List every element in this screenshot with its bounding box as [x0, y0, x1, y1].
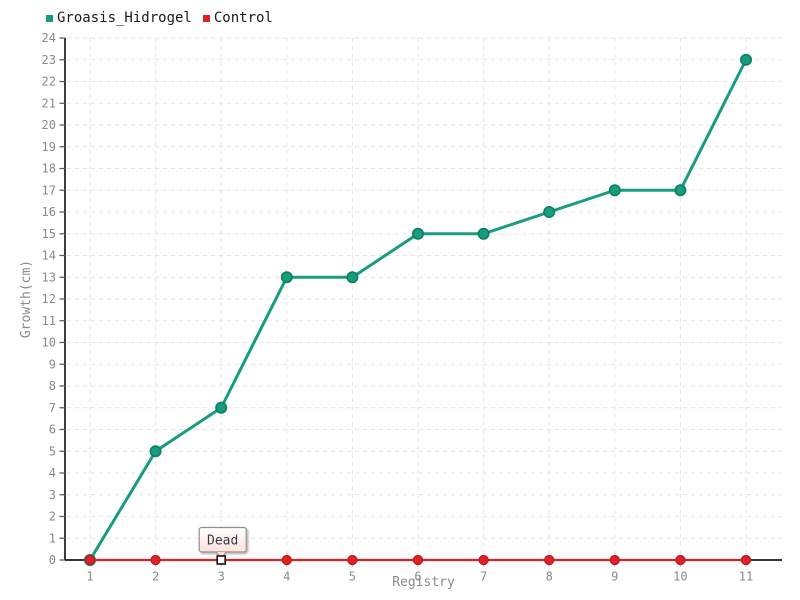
annotation-dead: Dead — [198, 526, 247, 565]
x-tick-label: 1 — [86, 569, 93, 583]
groasis-data-point[interactable] — [477, 227, 490, 240]
control-data-point[interactable] — [84, 554, 96, 566]
y-tick-label: 16 — [42, 205, 56, 219]
y-tick-label: 13 — [42, 270, 56, 284]
y-tick-label: 14 — [42, 249, 56, 263]
y-tick-label: 3 — [49, 488, 56, 502]
legend-label-control: Control — [213, 10, 273, 26]
control-data-point[interactable] — [150, 554, 161, 566]
legend-item-control[interactable]: Control — [202, 10, 273, 26]
x-tick-label: 2 — [152, 569, 159, 583]
control-data-point[interactable] — [412, 554, 424, 566]
y-tick-label: 22 — [42, 75, 56, 89]
control-data-point[interactable] — [478, 554, 489, 566]
legend-swatch-control-icon — [202, 14, 210, 22]
y-tick-label: 23 — [42, 53, 56, 67]
groasis-data-point[interactable] — [280, 271, 293, 284]
x-tick-label: 9 — [611, 569, 618, 583]
groasis-data-point[interactable] — [543, 206, 556, 219]
y-tick-label: 6 — [49, 423, 56, 437]
groasis-data-point[interactable] — [346, 271, 359, 284]
x-tick-label: 7 — [480, 569, 487, 583]
gridlines — [67, 37, 782, 560]
x-tick-label: 11 — [739, 569, 753, 583]
legend-label-groasis: Groasis_Hidrogel — [57, 10, 192, 26]
y-tick-label: 1 — [49, 531, 56, 545]
groasis-data-point[interactable] — [608, 184, 621, 197]
x-tick-label: 10 — [673, 569, 687, 583]
legend-swatch-groasis-icon — [46, 14, 53, 22]
y-tick-label: 5 — [49, 444, 56, 458]
x-tick-label: 3 — [218, 569, 225, 583]
y-axis-title: Growth(cm) — [19, 260, 34, 338]
y-tick-label: 7 — [49, 401, 56, 415]
x-tick-label: 4 — [283, 569, 290, 583]
y-tick-label: 15 — [42, 227, 56, 241]
control-data-point[interactable] — [609, 554, 620, 566]
y-tick-label: 20 — [42, 118, 56, 132]
control-data-point[interactable] — [675, 554, 686, 566]
y-tick-label: 0 — [49, 553, 56, 567]
y-tick-label: 21 — [42, 96, 56, 110]
series-groasis-hidrogel — [84, 53, 752, 566]
control-data-point[interactable] — [544, 554, 555, 566]
y-tick-label: 2 — [49, 510, 56, 524]
groasis-data-point[interactable] — [739, 53, 752, 66]
legend: Groasis_Hidrogel Control — [46, 10, 273, 26]
series-control — [84, 554, 752, 566]
y-tick-label: 12 — [42, 292, 56, 306]
x-tick-label: 5 — [349, 569, 356, 583]
y-tick-label: 11 — [42, 314, 56, 328]
tooltip-text: Dead — [207, 534, 238, 549]
selected-point-marker[interactable] — [216, 555, 226, 565]
y-tick-label: 19 — [42, 140, 56, 154]
y-tick-label: 8 — [49, 379, 56, 393]
control-data-point[interactable] — [740, 554, 752, 566]
y-tick-label: 18 — [42, 162, 56, 176]
y-tick-label: 10 — [42, 336, 56, 350]
control-data-point[interactable] — [347, 554, 358, 566]
x-tick-label: 6 — [414, 569, 421, 583]
y-tick-label: 17 — [42, 183, 56, 197]
groasis-data-point[interactable] — [215, 401, 228, 414]
y-tick-label: 24 — [42, 31, 56, 45]
control-data-point[interactable] — [281, 554, 292, 566]
x-axis-title: Registry — [392, 575, 455, 590]
x-tick-label: 8 — [546, 569, 553, 583]
y-tick-label: 4 — [49, 466, 56, 480]
groasis-data-point[interactable] — [411, 227, 424, 240]
legend-item-groasis-hidrogel[interactable]: Groasis_Hidrogel — [46, 10, 192, 26]
groasis-data-point[interactable] — [149, 445, 162, 458]
groasis-data-point[interactable] — [674, 184, 687, 197]
y-tick-label: 9 — [49, 357, 56, 371]
